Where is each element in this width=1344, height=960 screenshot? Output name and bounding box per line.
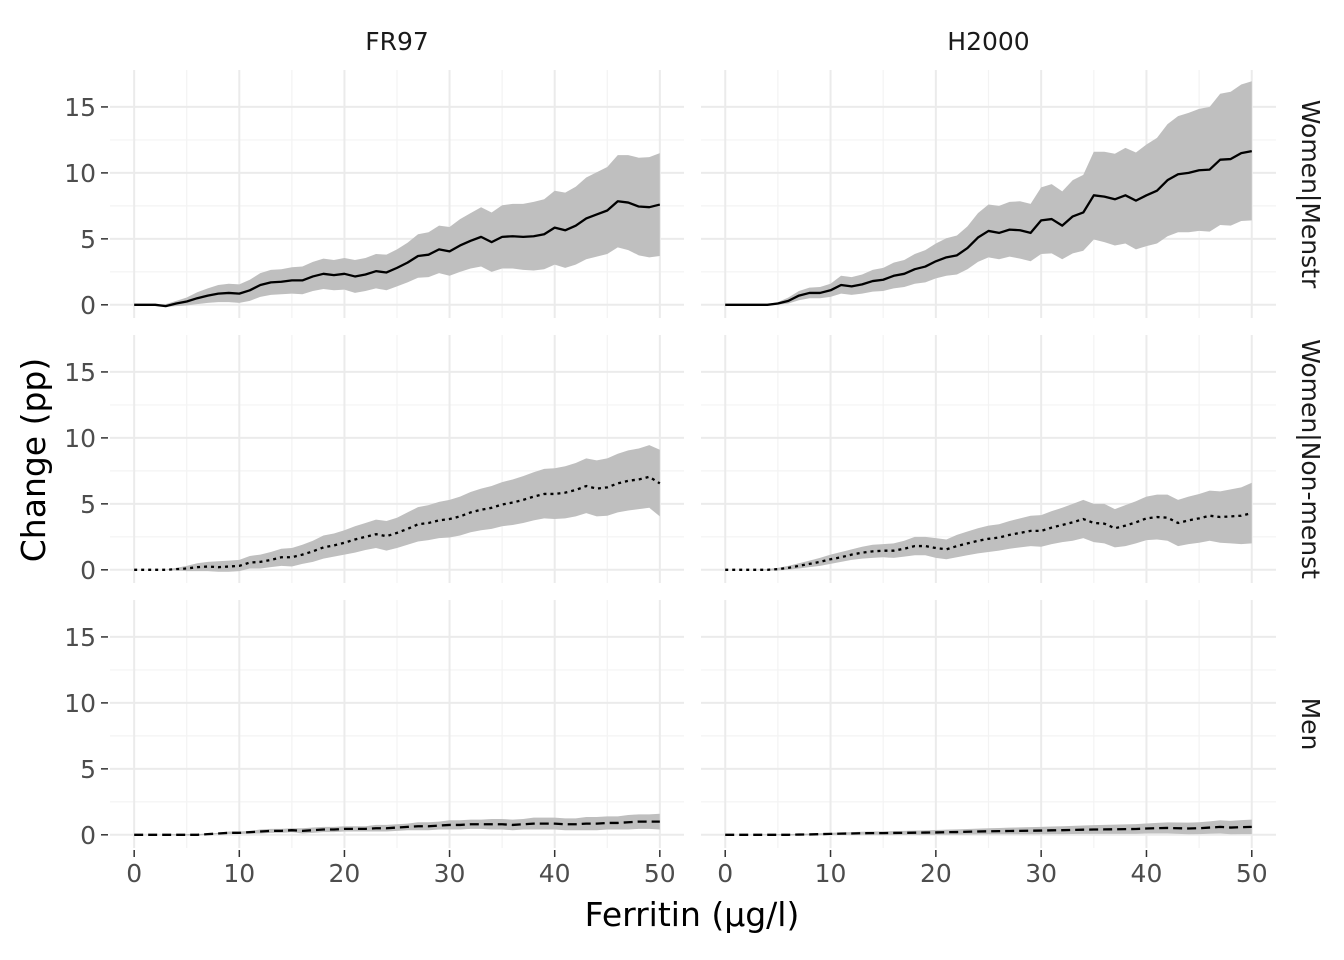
x-tick-label: 0 [126, 859, 142, 888]
y-tick-label: 5 [80, 225, 96, 254]
y-tick-label: 10 [64, 159, 96, 188]
row-strip-women-non-menst: Women|Non-menst [1296, 339, 1325, 579]
confidence-band [134, 813, 660, 836]
y-tick-label: 0 [80, 556, 96, 585]
x-tick-label: 20 [329, 859, 361, 888]
axes-layer: 0 5 10 15 0 5 10 15 0 10 20 30 40 50 0 5 10 15 0 10 20 30 40 50 [64, 93, 1267, 888]
x-tick-label: 50 [644, 859, 676, 888]
x-tick-label: 20 [920, 859, 952, 888]
confidence-band [725, 819, 1252, 836]
row-strip-women-menstr: Women|Menstr [1296, 100, 1325, 289]
estimate-line [134, 200, 661, 308]
panel-fr97-women-menstr [110, 70, 684, 318]
strip-labels-layer: FR97 H2000 Women|Menstr Women|Non-menst Men [365, 27, 1325, 750]
y-tick-label: 15 [64, 93, 96, 122]
x-axis-title: Ferritin (µg/l) [585, 895, 800, 934]
row-strip-men: Men [1296, 698, 1325, 751]
y-tick-label: 0 [80, 821, 96, 850]
x-tick-label: 0 [717, 859, 733, 888]
x-tick-label: 10 [223, 859, 255, 888]
row-strip-label: Men [1296, 698, 1325, 751]
x-tick-label: 40 [539, 859, 571, 888]
estimate-line [725, 825, 1252, 836]
x-tick-label: 30 [1025, 859, 1057, 888]
x-tick-label: 40 [1131, 859, 1163, 888]
panel-fr97-women-non-menst [110, 335, 684, 583]
estimate-line [134, 820, 660, 836]
estimate-line [134, 475, 661, 571]
panel-fr97-men [110, 600, 684, 848]
estimate-line [725, 511, 1253, 571]
panel-h2000-men [701, 600, 1276, 848]
panels-layer [110, 70, 1276, 848]
y-tick-label: 0 [80, 291, 96, 320]
row-strip-label: Women|Menstr [1296, 100, 1325, 289]
confidence-band [725, 81, 1252, 306]
panel-h2000-women-non-menst [701, 335, 1276, 583]
y-axis-title: Change (pp) [14, 358, 53, 562]
panel-h2000-women-menstr [701, 70, 1276, 318]
y-tick-label: 5 [80, 755, 96, 784]
confidence-band [725, 482, 1252, 571]
column-strip-h2000: H2000 [947, 27, 1029, 56]
estimate-line [725, 149, 1252, 306]
y-tick-label: 5 [80, 490, 96, 519]
y-tick-label: 10 [64, 424, 96, 453]
x-tick-label: 50 [1236, 859, 1268, 888]
y-tick-label: 15 [64, 358, 96, 387]
x-tick-label: 30 [434, 859, 466, 888]
y-tick-label: 15 [64, 623, 96, 652]
column-strip-fr97: FR97 [365, 27, 429, 56]
confidence-band [134, 445, 660, 572]
row-strip-label: Women|Non-menst [1296, 339, 1325, 579]
y-tick-label: 10 [64, 689, 96, 718]
x-tick-label: 10 [815, 859, 847, 888]
confidence-band [134, 153, 660, 307]
